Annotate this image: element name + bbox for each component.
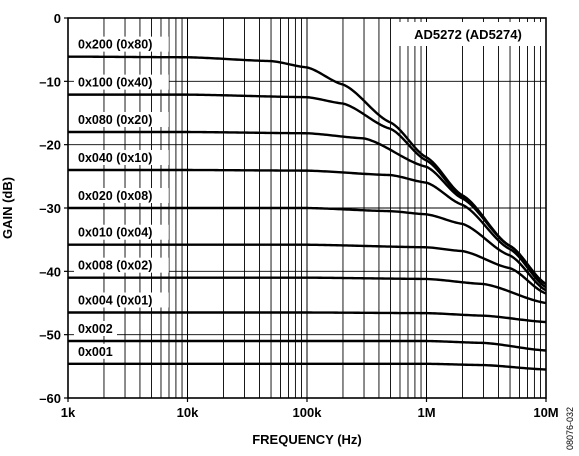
figure-id: 08076-032 xyxy=(565,407,575,450)
series-label: 0x200 (0x80) xyxy=(78,38,152,52)
series-label-box xyxy=(74,188,169,203)
series-label: 0x080 (0x20) xyxy=(78,113,152,127)
series-label-box xyxy=(74,112,169,127)
x-axis-title: FREQUENCY (Hz) xyxy=(252,432,362,447)
y-tick-label: –20 xyxy=(39,138,61,153)
series-label-box xyxy=(74,321,117,336)
series-label: 0x008 (0x02) xyxy=(78,259,152,273)
series-label: 0x002 xyxy=(78,322,113,336)
series-label-boxes: 0x200 (0x80) 0x100 (0x40) 0x080 (0x20) 0x04… xyxy=(74,36,169,359)
x-tick-label: 1M xyxy=(417,405,435,420)
y-tick-label: –30 xyxy=(39,201,61,216)
series-label-box xyxy=(74,224,169,240)
series-label-box xyxy=(74,150,169,165)
series-label-box xyxy=(74,257,169,273)
x-tick-label: 100k xyxy=(293,405,323,420)
y-tick-label: –10 xyxy=(39,74,61,89)
series-label: 0x010 (0x04) xyxy=(78,226,152,240)
series-line xyxy=(68,168,547,289)
series-line xyxy=(68,362,547,371)
y-axis-title: GAIN (dB) xyxy=(0,177,15,239)
x-tick-label: 10M xyxy=(533,405,558,420)
series-label-box xyxy=(74,343,117,359)
series-line xyxy=(68,339,547,352)
y-tick-label: –60 xyxy=(39,391,61,406)
series-label-box xyxy=(74,74,169,90)
axis-ticks: 1k 10k 100k 1M 10M 0 –10 –20 –30 –40 –50 –60 xyxy=(39,11,558,420)
series-line xyxy=(68,311,547,324)
annotation-text: AD5272 (AD5274) xyxy=(414,27,522,42)
series-line xyxy=(68,130,547,286)
series-line xyxy=(68,93,547,286)
series-line xyxy=(68,206,547,292)
series-lines xyxy=(67,55,547,371)
series-label: 0x004 (0x01) xyxy=(78,294,152,308)
series-label: 0x100 (0x40) xyxy=(78,76,152,90)
y-tick-label: –40 xyxy=(39,264,61,279)
series-label-box xyxy=(74,36,169,52)
annotation-box xyxy=(396,22,541,46)
y-tick-label: 0 xyxy=(54,11,61,26)
series-label: 0x040 (0x10) xyxy=(78,151,152,165)
y-tick-label: –50 xyxy=(39,328,61,343)
series-label: 0x001 xyxy=(78,345,113,359)
series-label: 0x020 (0x08) xyxy=(78,189,152,203)
series-line xyxy=(68,243,547,295)
series-line xyxy=(68,276,547,305)
x-tick-label: 10k xyxy=(177,405,199,420)
series-label-box xyxy=(74,292,169,308)
x-tick-label: 1k xyxy=(61,405,76,420)
